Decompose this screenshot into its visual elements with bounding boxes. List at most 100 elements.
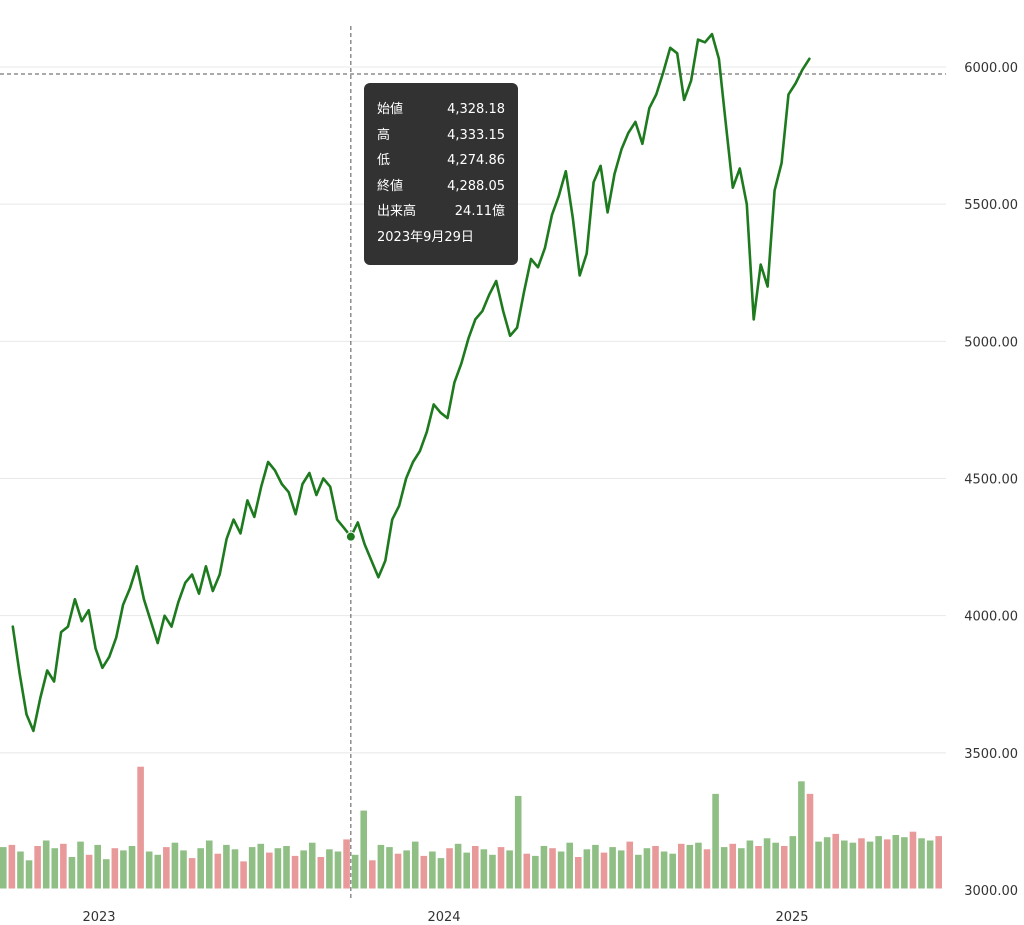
volume-bar (446, 848, 453, 890)
y-axis-ticks: 6000.00 5500.00 5000.00 4500.00 4000.00 3500.… (964, 61, 1018, 899)
volume-bar (51, 848, 59, 890)
volume-bar (763, 838, 771, 890)
volume-bar (729, 843, 737, 890)
volume-bar (772, 842, 779, 890)
volume-bar (557, 851, 565, 890)
volume-bar (274, 848, 282, 890)
volume-bar (660, 851, 668, 890)
volume-bar (514, 795, 522, 890)
volume-bar (94, 844, 101, 890)
volume-bar (317, 857, 325, 890)
volume-bar (909, 831, 917, 890)
volume-bar (755, 846, 762, 890)
volume-bar (858, 838, 865, 890)
volume-bar (883, 839, 891, 890)
volume-bar (626, 841, 634, 890)
volume-bar (171, 842, 179, 890)
volume-bar (832, 833, 840, 890)
volume-bar (574, 857, 582, 890)
volume-bar (128, 846, 136, 890)
volume-bar (720, 847, 728, 890)
volume-bar (549, 848, 556, 890)
tooltip-volume-value: 24.11億 (454, 204, 505, 219)
y-tick-label: 5000.00 (964, 335, 1018, 350)
volume-bar (334, 851, 342, 890)
volume-bar (695, 842, 702, 890)
volume-bar (866, 841, 874, 890)
tooltip-high-label: 高 (377, 127, 391, 143)
tooltip-date: 2023年9月29日 (377, 229, 474, 245)
volume-bar (703, 849, 711, 890)
volume-bar (283, 846, 290, 890)
volume-bar (343, 839, 350, 890)
volume-bar (600, 852, 608, 890)
volume-bar (875, 836, 882, 890)
volume-bar (42, 840, 50, 890)
volume-bar (935, 836, 942, 890)
tooltip-low-row: 低 4,274.86 (377, 148, 505, 174)
price-line (11, 32, 811, 733)
volume-bar (257, 843, 265, 890)
volume-bar (652, 846, 659, 890)
y-tick-label: 6000.00 (964, 61, 1018, 76)
tooltip-close-label: 終値 (377, 178, 404, 194)
volume-bar (532, 855, 539, 890)
y-tick-label: 3000.00 (964, 884, 1018, 899)
volume-bar (472, 846, 479, 890)
volume-bar (686, 844, 694, 890)
x-tick-label: 2023 (82, 910, 115, 925)
volume-bar (815, 841, 822, 890)
y-tick-label: 4500.00 (964, 473, 1018, 488)
volume-bar (0, 847, 7, 890)
volume-bar (300, 850, 307, 890)
tooltip-open-row: 始値 4,328.18 (377, 97, 505, 123)
ohlc-tooltip: 始値 4,328.18 高 4,333.15 低 4,274.86 終値 4,2… (364, 83, 518, 265)
volume-bar (926, 840, 934, 890)
volume-bar (360, 810, 368, 890)
volume-bar (120, 850, 127, 890)
volume-bar (266, 852, 273, 890)
volume-bar (377, 844, 385, 890)
tooltip-open-value: 4,328.18 (447, 102, 505, 117)
volume-bar (592, 844, 599, 890)
volume-bar (145, 851, 153, 890)
volume-bar (231, 849, 239, 890)
volume-bar (394, 853, 402, 890)
volume-bar (77, 841, 84, 890)
tooltip-high-value: 4,333.15 (447, 127, 505, 143)
volume-bar (617, 850, 625, 890)
volume-bar (489, 854, 496, 890)
volume-bar (386, 847, 393, 890)
price-line-layer (11, 32, 811, 733)
volume-bar (403, 850, 410, 890)
volume-bar (463, 852, 470, 890)
volume-bar (669, 853, 676, 890)
volume-bar (437, 858, 445, 890)
crosshair-marker (345, 531, 356, 542)
volume-bar (205, 840, 213, 890)
volume-bar (523, 853, 531, 890)
y-tick-label: 3500.00 (964, 747, 1018, 762)
volume-bar (197, 848, 204, 890)
volume-bar (180, 850, 187, 890)
volume-bar (60, 843, 67, 890)
volume-bar (163, 847, 170, 890)
volume-bar (248, 847, 256, 890)
tooltip-close-row: 終値 4,288.05 (377, 174, 505, 200)
volume-bar (609, 847, 616, 890)
volume-bar (291, 855, 299, 890)
volume-bar (85, 854, 93, 890)
volume-bar (892, 835, 900, 890)
volume-bar (34, 846, 41, 890)
volume-bar (566, 842, 573, 890)
x-tick-label: 2024 (427, 910, 460, 925)
volume-bar (454, 843, 462, 890)
volume-bar (240, 861, 247, 890)
volume-bar (738, 848, 745, 890)
volume-bar (102, 859, 110, 890)
volume-bar (841, 840, 848, 890)
tooltip-low-label: 低 (377, 153, 391, 168)
volume-bar (214, 853, 222, 890)
volume-bar (420, 855, 428, 890)
